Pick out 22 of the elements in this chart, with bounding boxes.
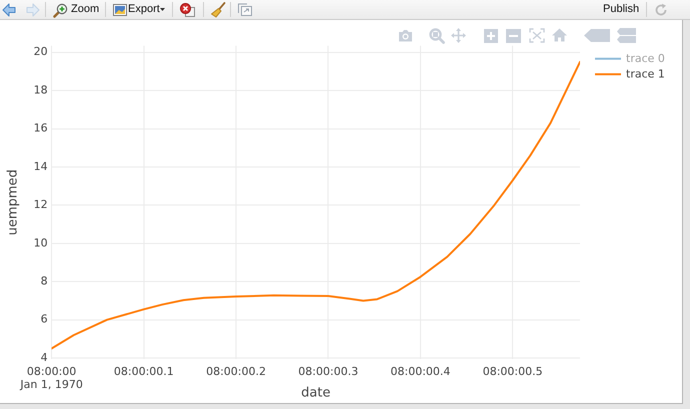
y-tick-label: 16 [34, 122, 48, 135]
x-tick-label: 08:00:00 Jan 1, 1970 [19, 365, 83, 391]
x-tick-label: 08:00:00.3 [298, 365, 358, 378]
x-tick-label: 08:00:00.4 [390, 365, 450, 378]
legend-label: trace 0 [626, 52, 665, 66]
x-tick-label: 08:00:00.1 [114, 365, 174, 378]
text: Zoom [71, 3, 100, 16]
y-tick-label: 18 [34, 83, 48, 96]
x-axis-title: date [301, 385, 330, 400]
x-tick-label: 08:00:00.2 [206, 365, 266, 378]
y-tick-label: 14 [34, 160, 48, 173]
x-tick-label: 08:00:00.5 [482, 365, 543, 378]
y-tick-label: 8 [40, 274, 48, 288]
y-axis-title: uempmed [5, 169, 20, 236]
text: Export [128, 3, 160, 16]
legend-label: trace 1 [626, 68, 665, 81]
text: Publish [603, 3, 640, 16]
y-tick-label: 4 [40, 350, 48, 364]
y-tick-label: 10 [34, 236, 48, 250]
y-tick-label: 12 [34, 198, 48, 212]
y-tick-label: 20 [34, 45, 48, 58]
y-tick-label: 6 [40, 312, 48, 326]
